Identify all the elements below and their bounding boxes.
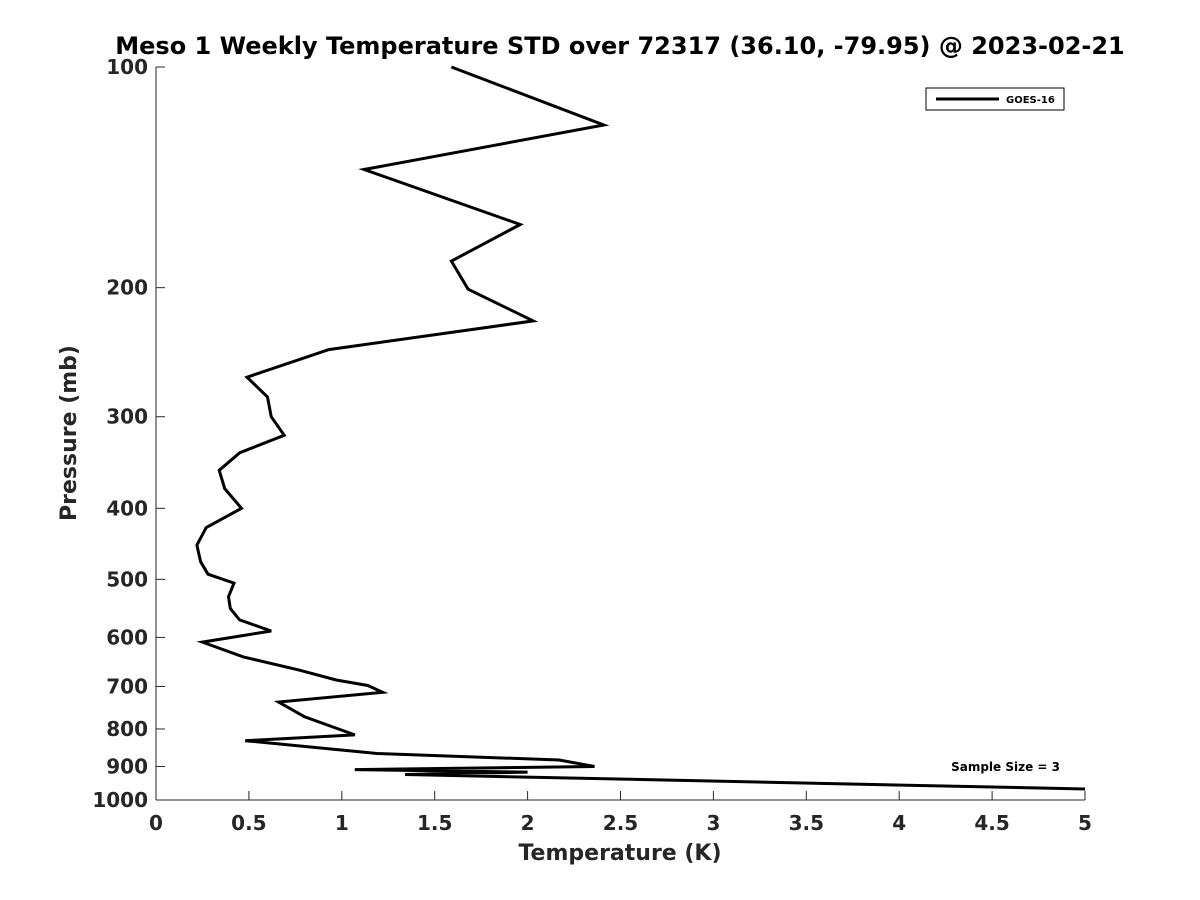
- sample-size-annotation: Sample Size = 3: [951, 760, 1060, 774]
- y-tick-label: 500: [106, 567, 148, 591]
- x-tick-label: 4.5: [974, 811, 1009, 835]
- y-tick-label: 200: [106, 276, 148, 300]
- x-tick-label: 1: [335, 811, 349, 835]
- x-axis-label: Temperature (K): [518, 841, 721, 866]
- x-tick-label: 2.5: [603, 811, 638, 835]
- legend-label-goes-16: GOES-16: [1006, 95, 1055, 106]
- y-tick-label: 1000: [92, 788, 148, 812]
- chart-title: Meso 1 Weekly Temperature STD over 72317…: [115, 32, 1125, 60]
- y-tick-label: 700: [106, 674, 148, 698]
- x-axis-ticks: 0 0.5 1 1.5 2 2.5 3 3.5 4 4.5 5: [149, 791, 1092, 835]
- x-tick-label: 4: [892, 811, 906, 835]
- y-tick-label: 600: [106, 625, 148, 649]
- legend: GOES-16: [925, 87, 1065, 111]
- y-axis-ticks: 100 200 300 400 500 600 700 800 900 1000: [92, 55, 165, 812]
- y-axis-label: Pressure (mb): [57, 345, 82, 521]
- y-tick-label: 900: [106, 754, 148, 778]
- y-tick-label: 100: [106, 55, 148, 79]
- x-tick-label: 5: [1078, 811, 1092, 835]
- x-tick-label: 3: [706, 811, 720, 835]
- x-tick-label: 2: [521, 811, 535, 835]
- y-tick-label: 300: [106, 405, 148, 429]
- x-tick-label: 0: [149, 811, 163, 835]
- y-tick-label: 800: [106, 717, 148, 741]
- y-tick-label: 400: [106, 496, 148, 520]
- x-tick-label: 3.5: [789, 811, 824, 835]
- x-tick-label: 1.5: [417, 811, 452, 835]
- x-tick-label: 0.5: [231, 811, 266, 835]
- series-line-goes-16: [195, 65, 1086, 791]
